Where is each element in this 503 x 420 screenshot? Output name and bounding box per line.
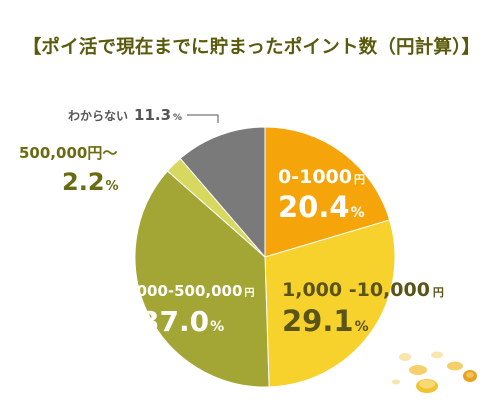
slice-unit-1: 円 — [433, 286, 444, 299]
slice-value-2: 37.0 — [140, 305, 209, 338]
svg-text:10,000-500,000円: 10,000-500,000 円 — [110, 282, 254, 300]
svg-text:20.4%: 20.4% — [278, 190, 365, 224]
pie-slice-1 — [264, 219, 396, 388]
slice-value-1: 29.1 — [282, 304, 354, 338]
slice-value-0: 20.4 — [278, 190, 350, 224]
svg-text:29.1%: 29.1% — [282, 304, 369, 338]
slice-label-2: 10,000-500,000 円 37.0% — [110, 282, 254, 338]
slice-category-3: 500,000円～ — [19, 144, 117, 162]
svg-text:2.2%: 2.2% — [62, 168, 119, 196]
slice-label-1: 1,000 -10,000 円 29.1% — [282, 279, 444, 338]
slice-value-4: 11.3 — [134, 106, 171, 124]
slice-percent-3: % — [106, 179, 119, 194]
slice-percent-4: % — [173, 113, 182, 123]
leader-line-unknown — [187, 114, 219, 123]
slice-category-1: 1,000 -10,000 — [282, 279, 430, 301]
slice-label-4: わからない 11.3% — [68, 106, 182, 124]
pie-slice-4 — [179, 126, 266, 259]
coins-icon — [392, 351, 477, 393]
slice-label-3: 500,000円～ 2.2% — [19, 144, 119, 196]
slice-unit-0: 円 — [354, 173, 365, 186]
svg-text:37.0%: 37.0% — [140, 305, 224, 338]
slice-percent-2: % — [210, 319, 224, 335]
slice-percent-1: % — [355, 319, 369, 335]
slice-category-2: 10,000-500,000 — [110, 282, 242, 300]
slice-category-4: わからない — [68, 109, 128, 123]
slice-category-0: 0-1000 — [278, 166, 352, 188]
pie-slices — [134, 126, 396, 388]
slice-percent-0: % — [351, 205, 365, 221]
chart-title: 【ポイ活で現在までに貯まったポイント数（円計算）】 — [22, 37, 481, 58]
svg-text:500,000円～: 500,000円～ — [19, 144, 117, 162]
slice-label-0: 0-1000 円 20.4% — [278, 166, 365, 224]
svg-text:1,000 -10,000円: 1,000 -10,000 円 — [282, 279, 444, 301]
pie-slice-2 — [134, 170, 270, 388]
pie-slice-0 — [264, 126, 391, 258]
slice-value-3: 2.2 — [62, 168, 105, 196]
slice-unit-2: 円 — [244, 287, 254, 299]
